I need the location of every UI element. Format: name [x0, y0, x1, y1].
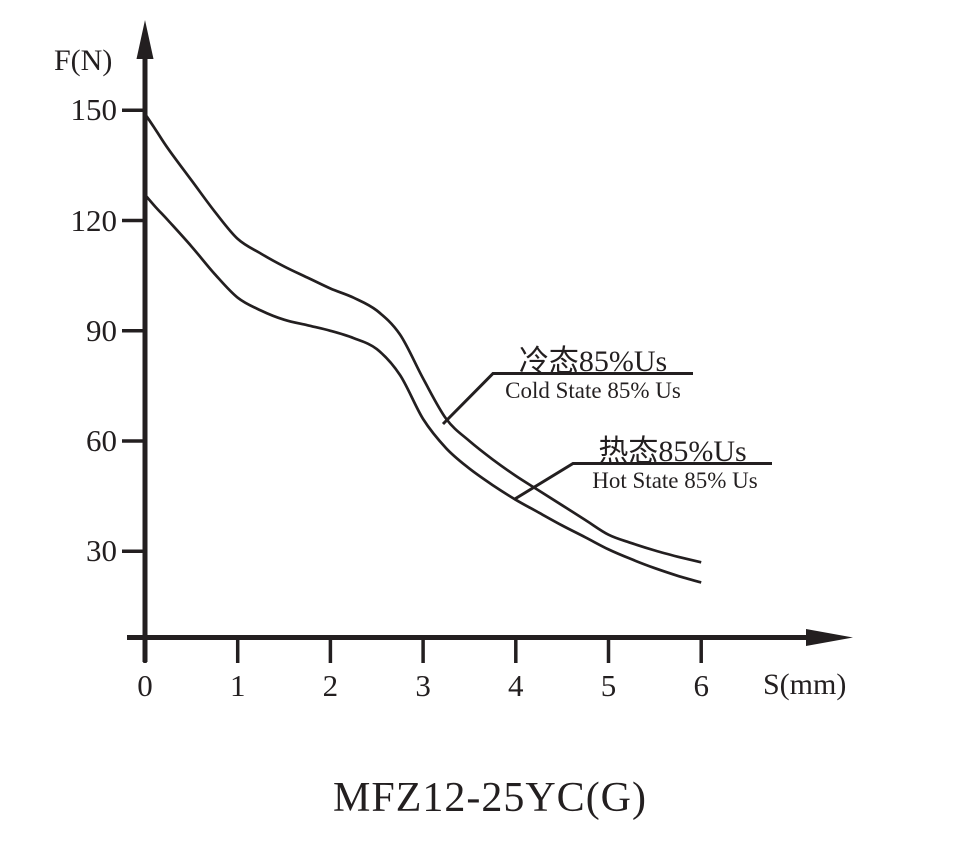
y-axis-arrow-icon — [136, 20, 154, 59]
x-tick-label: 3 — [415, 668, 431, 703]
x-tick-label: 5 — [600, 668, 617, 703]
x-tick-label: 4 — [508, 668, 524, 703]
hot-state-label-cn: 热态85%Us — [598, 435, 747, 468]
y-tick-label: 60 — [86, 423, 117, 458]
y-tick-label: 90 — [86, 312, 117, 348]
x-tick-marks — [143, 640, 703, 663]
x-axis-arrow-icon — [806, 629, 853, 646]
hot-label-leader — [513, 462, 772, 501]
y-tick-label: 120 — [70, 202, 118, 238]
cold-curve — [143, 113, 702, 564]
x-axis-title: S(mm) — [763, 668, 847, 701]
cold-state-label-en: Cold State 85% Us — [505, 378, 681, 403]
y-tick-label: 150 — [70, 92, 118, 128]
x-tick-label: 6 — [693, 668, 709, 703]
cold-label-leader — [441, 372, 693, 426]
cold-state-label-cn: 冷态85%Us — [518, 345, 668, 378]
x-tick-label: 1 — [229, 668, 246, 703]
chart-title: MFZ12-25YC(G) — [333, 775, 647, 821]
y-tick-marks — [122, 108, 145, 553]
y-axis-title: F(N) — [54, 44, 113, 77]
hot-state-label-en: Hot State 85% Us — [592, 468, 758, 493]
y-tick-label: 30 — [86, 533, 117, 569]
hot-curve — [143, 193, 702, 584]
x-tick-label: 0 — [137, 668, 153, 703]
x-tick-label: 2 — [322, 668, 339, 703]
